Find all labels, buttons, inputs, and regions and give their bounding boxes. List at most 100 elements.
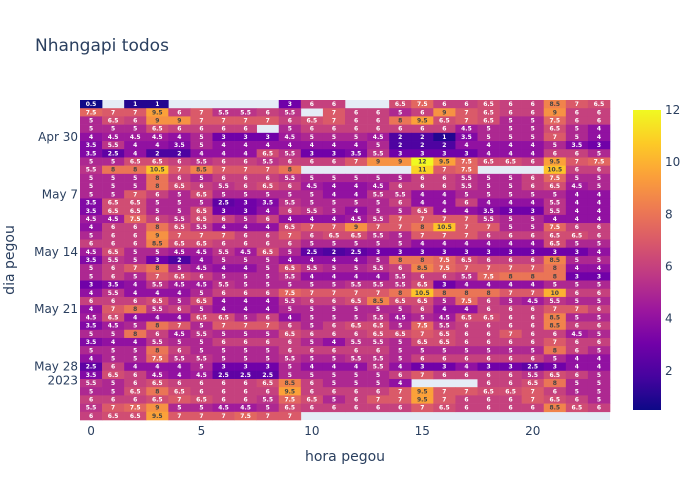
heatmap-cell xyxy=(102,387,125,396)
cell-value-label: 4 xyxy=(486,282,490,289)
heatmap-cell xyxy=(345,321,368,331)
heatmap-cell xyxy=(411,108,434,117)
cell-value-label: 3 xyxy=(244,208,248,215)
cell-value-label: 7 xyxy=(531,388,535,395)
heatmap-cell xyxy=(367,387,390,396)
heatmap-cell xyxy=(521,182,545,191)
cell-value-label: 4 xyxy=(155,314,159,321)
heatmap-cell xyxy=(477,288,500,298)
cell-value-label: 4 xyxy=(221,306,225,313)
heatmap-cell xyxy=(587,387,611,396)
cell-value-label: 6 xyxy=(509,257,513,264)
cell-value-label: 6 xyxy=(464,396,468,403)
heatmap-cell xyxy=(256,321,280,331)
heatmap-cell xyxy=(389,280,412,290)
cell-value-label: 6 xyxy=(332,126,336,133)
cell-value-label: 6 xyxy=(597,224,601,231)
cell-value-label: 4 xyxy=(288,142,292,149)
cell-value-label: 5.5 xyxy=(461,175,472,182)
cell-value-label: 7 xyxy=(177,167,181,174)
cell-value-label: 6 xyxy=(133,118,137,125)
cell-value-label: 4 xyxy=(310,273,314,280)
heatmap-cell xyxy=(345,231,368,240)
cell-value-label: 4 xyxy=(509,241,513,248)
cell-value-label: 6.5 xyxy=(152,126,163,133)
cell-value-label: 8 xyxy=(155,224,159,231)
cell-value-label: 6 xyxy=(111,396,115,403)
cell-value-label: 4 xyxy=(332,364,336,371)
heatmap-cell xyxy=(433,173,456,183)
cell-value-label: 6 xyxy=(332,159,336,166)
heatmap-cell xyxy=(102,173,125,183)
heatmap-cell xyxy=(455,354,478,363)
cell-value-label: 7.5 xyxy=(417,323,428,330)
heatmap-cell xyxy=(234,329,257,339)
heatmap-cell xyxy=(256,288,280,298)
cell-value-label: 4 xyxy=(597,265,601,272)
heatmap-cell xyxy=(278,362,302,372)
cell-value-label: 5 xyxy=(332,175,336,182)
heatmap-cell xyxy=(102,198,125,207)
cell-value-label: 6 xyxy=(111,241,115,248)
cell-value-label: 6 xyxy=(244,396,248,403)
cell-value-label: 5 xyxy=(575,257,579,264)
heatmap-cell xyxy=(102,124,125,134)
heatmap-cell xyxy=(521,354,545,363)
cell-value-label: 9 xyxy=(155,405,159,412)
cell-value-label: 7 xyxy=(464,388,468,395)
heatmap-cell xyxy=(102,403,125,413)
cell-value-label: 5 xyxy=(597,282,601,289)
heatmap-cell xyxy=(124,190,147,199)
heatmap-cell xyxy=(190,223,213,232)
cell-value-label: 3 xyxy=(597,142,601,149)
heatmap-cell xyxy=(256,206,280,216)
heatmap-cell xyxy=(543,288,567,298)
heatmap-cell xyxy=(367,354,390,363)
heatmap-cell xyxy=(146,264,169,273)
cell-value-label: 6 xyxy=(509,232,513,239)
cell-value-label: 7 xyxy=(531,265,535,272)
heatmap-cell xyxy=(521,387,545,396)
cell-value-label: 7 xyxy=(509,290,513,297)
cell-value-label: 6 xyxy=(509,380,513,387)
cell-value-label: 3 xyxy=(597,273,601,280)
cell-value-label: 5 xyxy=(89,347,93,354)
cell-value-label: 6 xyxy=(420,109,424,116)
heatmap-cell xyxy=(587,239,611,248)
heatmap-cell xyxy=(190,346,213,355)
heatmap-cell xyxy=(411,387,434,396)
cell-value-label: 5 xyxy=(177,200,181,207)
heatmap-cell xyxy=(499,173,522,183)
heatmap-cell xyxy=(565,321,589,331)
cell-value-label: 4 xyxy=(464,306,468,313)
heatmap-cell xyxy=(543,124,567,134)
heatmap-cell xyxy=(322,313,346,322)
cell-value-label: 6.5 xyxy=(351,298,362,305)
heatmap-cell xyxy=(80,190,103,199)
cell-value-label: 7 xyxy=(354,290,358,297)
heatmap-cell xyxy=(499,108,522,117)
cell-value-label: 6 xyxy=(531,232,535,239)
cell-value-label: 6.5 xyxy=(417,298,428,305)
heatmap-cell xyxy=(102,165,125,175)
heatmap-cell xyxy=(499,395,522,404)
cell-value-label: 4 xyxy=(332,216,336,223)
cell-value-label: 5 xyxy=(575,126,579,133)
cell-value-label: 4 xyxy=(464,208,468,215)
heatmap-cell xyxy=(587,321,611,331)
heatmap-cell xyxy=(543,305,567,314)
heatmap-cell xyxy=(411,157,434,166)
heatmap-cell xyxy=(168,173,191,183)
cell-value-label: 6 xyxy=(133,298,137,305)
heatmap-cell xyxy=(433,231,456,240)
cell-value-label: 5 xyxy=(89,175,93,182)
heatmap-cell xyxy=(146,124,169,134)
heatmap-cell xyxy=(102,329,125,339)
heatmap-cell xyxy=(300,280,324,290)
heatmap-cell xyxy=(80,206,103,216)
cell-value-label: 6 xyxy=(332,347,336,354)
cell-value-label: 5 xyxy=(376,257,380,264)
heatmap-cell xyxy=(322,116,346,125)
heatmap-cell xyxy=(543,370,567,380)
cell-value-label: 6.5 xyxy=(527,380,538,387)
